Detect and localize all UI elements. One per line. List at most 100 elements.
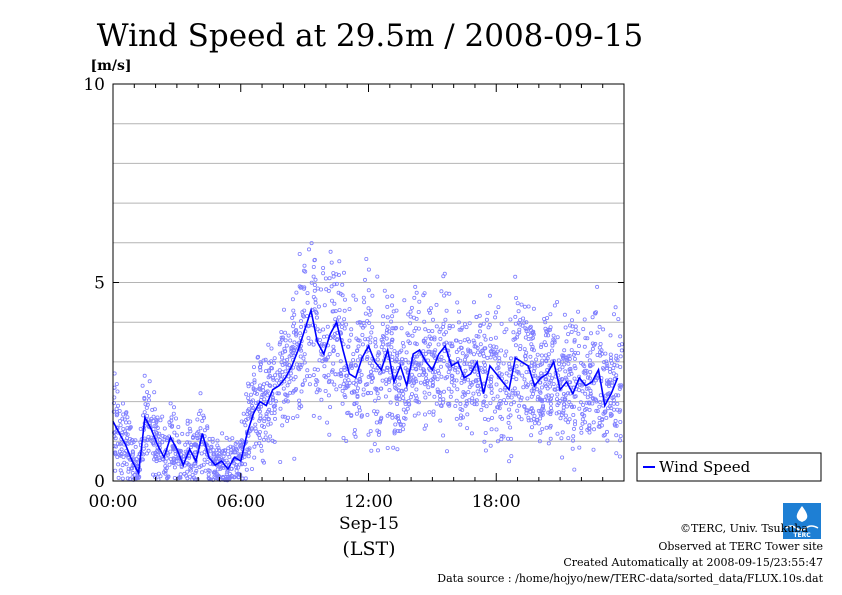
data-point [577, 445, 582, 450]
data-point [391, 326, 396, 331]
data-point [332, 282, 337, 287]
data-point [413, 398, 418, 403]
data-point [470, 400, 475, 405]
data-point [176, 461, 181, 466]
y-tick-label: 0 [94, 472, 105, 492]
data-point [198, 391, 203, 396]
data-point [605, 429, 610, 434]
data-point [431, 409, 436, 414]
data-point [172, 457, 177, 462]
data-point [395, 413, 400, 418]
data-point [531, 348, 536, 353]
data-point [493, 315, 498, 320]
data-point [564, 357, 569, 362]
data-point [409, 305, 414, 310]
data-point [263, 435, 268, 440]
data-point [322, 364, 327, 369]
data-point [446, 386, 451, 391]
data-point [315, 379, 320, 384]
data-point [418, 366, 423, 371]
data-point [355, 386, 360, 391]
data-point [372, 442, 377, 447]
data-point [285, 399, 290, 404]
data-point [566, 332, 571, 337]
data-point [546, 393, 551, 398]
data-point [534, 357, 539, 362]
data-point [385, 365, 390, 370]
data-point [344, 373, 349, 378]
series-line-wind-speed [112, 307, 619, 476]
data-point [594, 378, 599, 383]
data-point [157, 456, 162, 461]
data-point [585, 353, 590, 358]
data-point [336, 315, 341, 320]
data-point [290, 297, 295, 302]
data-point [468, 366, 473, 371]
data-point [532, 413, 537, 418]
data-point [561, 405, 566, 410]
data-point [363, 311, 368, 316]
data-point [203, 468, 208, 473]
data-point [434, 401, 439, 406]
data-point [540, 398, 545, 403]
data-point [252, 378, 257, 383]
data-point [246, 399, 251, 404]
data-point [509, 436, 514, 441]
data-point [234, 462, 239, 467]
data-point [334, 337, 339, 342]
chart-title: Wind Speed at 29.5m / 2008-09-15 [97, 18, 643, 54]
data-point [258, 404, 263, 409]
data-point [337, 308, 342, 313]
data-point [368, 429, 373, 434]
data-point [122, 417, 127, 422]
data-point [354, 400, 359, 405]
data-point [205, 424, 210, 429]
data-point [365, 337, 370, 342]
data-point [489, 427, 494, 432]
data-point [618, 384, 623, 389]
data-point [509, 395, 514, 400]
data-point [275, 391, 280, 396]
data-point [507, 407, 512, 412]
data-point [370, 325, 375, 330]
data-point [579, 360, 584, 365]
data-point [219, 450, 224, 455]
data-point [199, 451, 204, 456]
data-point [604, 359, 609, 364]
data-point [562, 312, 567, 317]
data-point [513, 314, 518, 319]
data-point [595, 409, 600, 414]
data-point [269, 346, 274, 351]
data-point [516, 390, 521, 395]
data-point [291, 415, 296, 420]
data-point [288, 390, 293, 395]
data-point [436, 389, 441, 394]
x-tick-label: 00:00 [89, 492, 138, 512]
data-point [278, 372, 283, 377]
data-point [441, 274, 446, 279]
data-point [233, 441, 238, 446]
data-point [197, 465, 202, 470]
data-point [340, 388, 345, 393]
data-point [504, 379, 509, 384]
data-point [556, 358, 561, 363]
data-point [465, 377, 470, 382]
data-point [376, 350, 381, 355]
data-point [298, 331, 303, 336]
data-point [423, 327, 428, 332]
data-point [243, 462, 248, 467]
data-point [254, 441, 259, 446]
data-point [530, 335, 535, 340]
credit-source: Data source : /home/hojyo/new/TERC-data/… [437, 572, 823, 585]
data-point [400, 361, 405, 366]
data-point [206, 475, 211, 480]
data-point [612, 362, 617, 367]
data-point [459, 327, 464, 332]
data-point [455, 300, 460, 305]
data-point [413, 326, 418, 331]
data-point [576, 309, 581, 314]
data-point [453, 403, 458, 408]
data-point [528, 354, 533, 359]
data-point [297, 284, 302, 289]
data-point [566, 420, 571, 425]
